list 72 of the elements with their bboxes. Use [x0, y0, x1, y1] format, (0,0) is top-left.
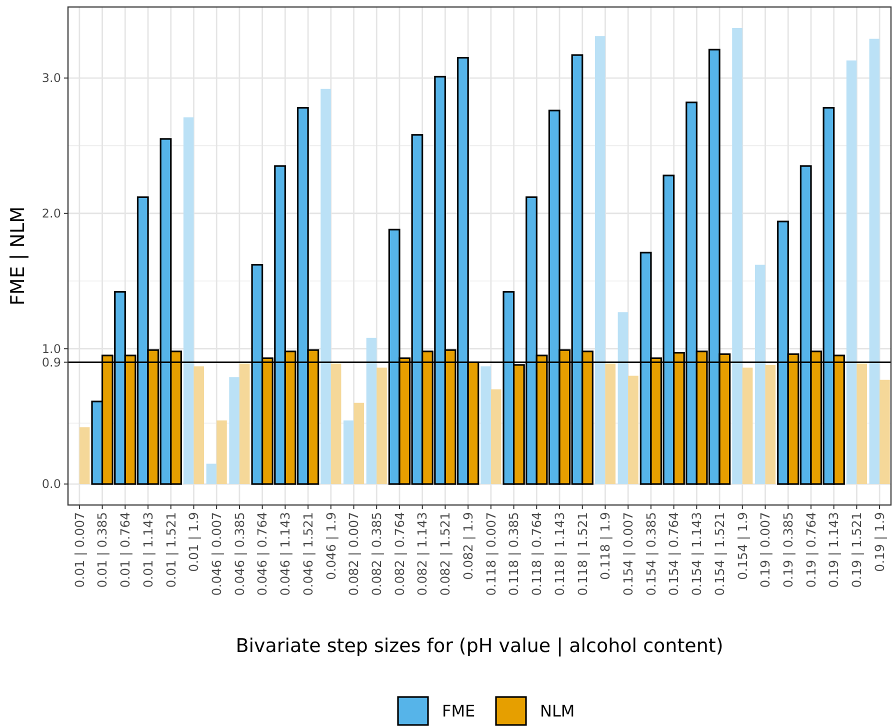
- legend-label: NLM: [540, 702, 575, 721]
- bar: [846, 60, 857, 484]
- y-tick-label: 2.0: [42, 206, 61, 221]
- x-axis-title: Bivariate step sizes for (pH value | alcohol content): [236, 635, 724, 657]
- bar: [229, 377, 240, 484]
- x-tick-label: 0.046 | 0.385: [232, 512, 247, 596]
- bar: [194, 366, 204, 484]
- x-tick-label: 0.01 | 1.143: [140, 512, 156, 588]
- x-tick-label: 0.154 | 0.764: [666, 512, 682, 596]
- y-tick-label: 3.0: [42, 71, 61, 86]
- x-tick-label: 0.082 | 1.9: [460, 512, 476, 580]
- bar: [765, 364, 776, 484]
- x-tick-label: 0.046 | 0.764: [254, 512, 270, 596]
- x-tick-label: 0.082 | 1.143: [414, 512, 430, 596]
- x-tick-label: 0.118 | 1.143: [552, 512, 567, 596]
- bar: [594, 36, 606, 484]
- bar: [742, 368, 753, 484]
- bar: [856, 364, 867, 484]
- x-tick-label: 0.082 | 0.764: [392, 512, 407, 596]
- x-tick-label: 0.01 | 0.007: [72, 512, 87, 588]
- bar: [732, 28, 742, 484]
- bar: [239, 364, 250, 484]
- y-tick-label: 1.0: [42, 342, 61, 356]
- x-tick-label: 0.118 | 1.9: [598, 512, 613, 580]
- bar: [490, 389, 502, 484]
- bar: [320, 88, 331, 484]
- x-tick-label: 0.082 | 0.385: [369, 512, 384, 596]
- x-tick-label: 0.154 | 0.385: [643, 512, 658, 596]
- x-tick-label: 0.19 | 1.521: [849, 512, 864, 588]
- bar: [605, 364, 616, 484]
- x-tick-label: 0.046 | 1.9: [323, 512, 338, 580]
- x-tick-label: 0.082 | 0.007: [346, 512, 362, 596]
- x-tick-label: 0.154 | 1.521: [712, 512, 727, 596]
- x-tick-label: 0.118 | 0.385: [506, 512, 522, 596]
- bar: [354, 402, 364, 484]
- bar: [330, 364, 342, 484]
- bar: [754, 264, 766, 484]
- x-tick-label: 0.154 | 1.9: [734, 512, 750, 580]
- x-tick-label: 0.046 | 0.007: [208, 512, 224, 596]
- y-tick-label: 0.0: [42, 477, 61, 492]
- x-tick-label: 0.01 | 0.764: [118, 512, 133, 588]
- x-tick-label: 0.046 | 1.143: [278, 512, 293, 596]
- x-tick-label: 0.046 | 1.521: [300, 512, 316, 596]
- x-tick-label: 0.154 | 0.007: [620, 512, 636, 596]
- bar: [366, 338, 377, 484]
- x-tick-label: 0.19 | 1.143: [826, 512, 842, 588]
- x-tick-label: 0.19 | 0.007: [758, 512, 773, 588]
- legend-label: FME: [442, 702, 476, 721]
- bar: [618, 312, 628, 484]
- x-tick-label: 0.19 | 0.385: [780, 512, 796, 588]
- x-tick-label: 0.19 | 1.9: [872, 512, 887, 572]
- bar: [79, 427, 90, 484]
- x-tick-label: 0.19 | 0.764: [803, 512, 818, 588]
- x-tick-label: 0.118 | 0.007: [483, 512, 498, 596]
- x-tick-label: 0.118 | 1.521: [574, 512, 590, 596]
- x-tick-label: 0.082 | 1.521: [438, 512, 453, 596]
- x-tick-label: 0.118 | 0.764: [529, 512, 544, 596]
- x-tick-label: 0.01 | 1.521: [163, 512, 178, 588]
- bar: [376, 368, 387, 484]
- x-tick-label: 0.154 | 1.143: [689, 512, 704, 596]
- bar: [206, 464, 217, 484]
- bar: [216, 420, 227, 484]
- x-tick-label: 0.01 | 0.385: [94, 512, 110, 588]
- bar: [183, 117, 194, 484]
- x-tick-label: 0.01 | 1.9: [186, 512, 202, 572]
- bar: [343, 420, 354, 484]
- bar: [628, 376, 638, 484]
- bar: [480, 366, 491, 484]
- y-axis-title: FME | NLM: [7, 206, 29, 306]
- bar: [869, 38, 880, 484]
- bar: [880, 380, 890, 484]
- y-tick-label: 0.9: [42, 355, 61, 370]
